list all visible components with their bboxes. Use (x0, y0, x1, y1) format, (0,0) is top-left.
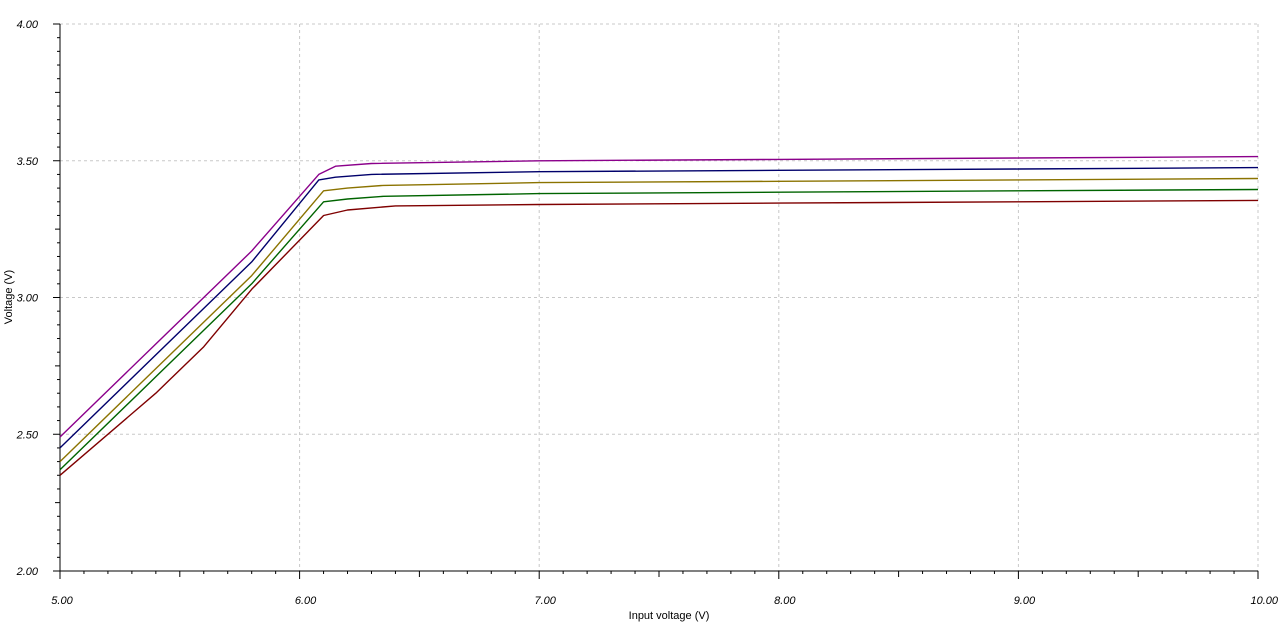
series-line-1 (59, 155, 1259, 438)
x-tick-label: 8.00 (774, 595, 796, 607)
label-layer: 2.00 2.50 3.00 3.50 4.00 5.00 6.00 7.00 8.00 9.00… (16, 19, 1279, 607)
series-line-2 (59, 166, 1259, 449)
x-tick-label: 5.00 (51, 595, 73, 607)
y-tick-label: 3.00 (17, 293, 39, 305)
x-tick-label: 7.00 (534, 595, 556, 607)
y-tick-label: 2.50 (16, 429, 39, 441)
series-line-3 (59, 177, 1259, 463)
x-tick-label: 6.00 (295, 595, 317, 607)
series-layer (59, 155, 1259, 476)
series-line-5 (59, 199, 1259, 476)
y-axis-title: Voltage (V) (3, 270, 15, 324)
y-tick-label: 2.00 (16, 566, 39, 578)
grid-layer (60, 23, 1259, 571)
y-tick-label: 3.50 (17, 156, 39, 168)
series-line-4 (59, 188, 1259, 471)
y-tick-label: 4.00 (17, 19, 39, 31)
x-axis-title: Input voltage (V) (629, 610, 710, 622)
axis-layer (53, 23, 1259, 579)
x-tick-label: 9.00 (1014, 595, 1036, 607)
x-tick-label: 10.00 (1250, 595, 1278, 607)
